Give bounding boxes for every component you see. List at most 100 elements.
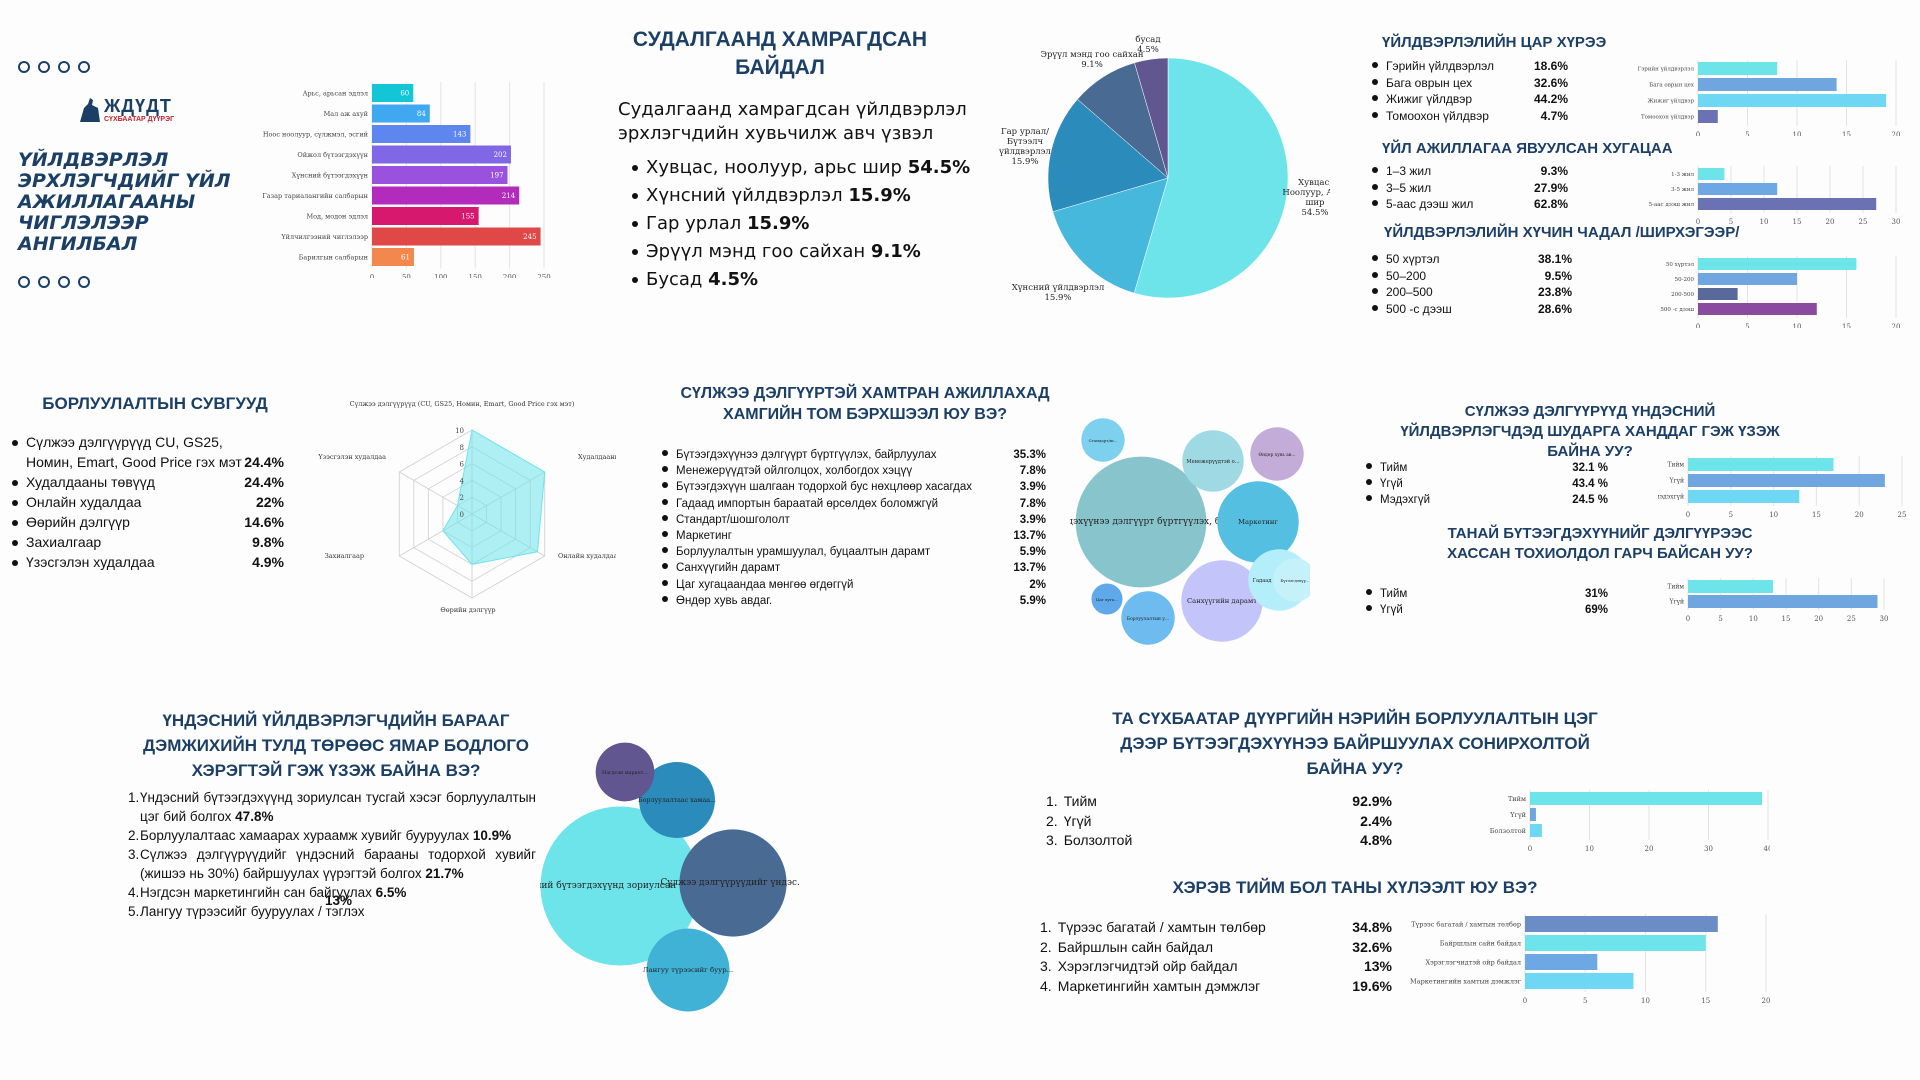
bar	[1698, 183, 1778, 195]
category-label: 5-аас дээш жил	[1649, 202, 1695, 208]
bar-value-label: 61	[401, 254, 410, 262]
decor-dots-bottom	[18, 273, 98, 292]
policy-item-label: Үндэсний бүтээгдэхүүнд зориулсан тусгай …	[140, 790, 536, 824]
bubble	[595, 742, 655, 802]
x-tick-label: 25	[1847, 615, 1856, 622]
capacity-item-value: 28.6%	[1537, 301, 1572, 316]
radar-tick-label: 2	[460, 494, 464, 502]
category-label: Жижиг үйлдвэр	[1647, 98, 1694, 104]
scale-item: Жижиг үйлдвэр 44.2%	[1372, 91, 1568, 108]
reasons-item-value: 13%	[1363, 958, 1392, 974]
reasons-item-label: Маркетингийн хамтын дэмжлэг	[1057, 977, 1261, 994]
coverage-item-value: 9.1%	[870, 241, 921, 262]
x-tick-label: 20	[1826, 218, 1835, 226]
channels-item: Худалдааны төвүүд 24.4%	[12, 472, 284, 492]
category-label: Тийм	[1508, 795, 1526, 803]
bar	[1688, 474, 1885, 487]
bubble	[646, 928, 730, 1012]
reasons-title: ХЭРЭВ ТИЙМ БОЛ ТАНЫ ХҮЛЭЭЛТ ЮУ ВЭ?	[1172, 878, 1538, 897]
bar	[372, 166, 508, 184]
bar	[372, 186, 520, 205]
problems-item-label: Менежерүүдтэй ойлголцох, холбогдох хэцүү	[676, 465, 913, 478]
reasons-item-number: 1.	[1040, 919, 1052, 935]
pie-slice-pct: 4.5%	[1137, 45, 1159, 55]
bullet-icon	[662, 595, 668, 602]
interest-item-label: Тийм	[1063, 793, 1097, 809]
duration-bar-chart: 0 5 10 15 20 25 30 1-3 жил 3-5 жил 5-аас дээш жил	[1649, 166, 1900, 226]
x-tick-label: 25	[1859, 218, 1868, 226]
category-label: Ойжол бүтээгдэхүүн	[297, 151, 368, 159]
channels-item-value: 24.4%	[244, 454, 284, 470]
reasons-item: 1. Түрээс багатай / хамтын төлбөр 34.8%	[1040, 918, 1392, 938]
x-tick-label: 5	[1729, 218, 1733, 226]
x-tick-label: 150	[469, 274, 482, 279]
bar	[1698, 288, 1738, 300]
policy-item: 1. Үндэсний бүтээгдэхүүнд зориулсан тусга…	[128, 788, 536, 826]
duration-list: 1–3 жил 9.3% 3–5 жил 27.9% 5-аас дээш жил 62.…	[1372, 163, 1568, 213]
scale-item-label: Бага оврын цех	[1386, 75, 1473, 90]
problems-item-label: Цаг хугацаандаа мөнгөө өгдөггүй	[676, 578, 854, 591]
problems-item-value: 5.9%	[1019, 594, 1046, 607]
policy-item-number: 5.	[128, 904, 140, 919]
interest-item-value: 92.9%	[1352, 793, 1392, 809]
policy-item-number: 3.	[128, 847, 140, 862]
policy-item-number: 2.	[128, 828, 140, 843]
coverage-item: Эрүүл мэнд гоо сайхан 9.1%	[632, 238, 992, 266]
decor-dots-top	[18, 58, 98, 77]
x-tick-label: 200	[503, 274, 516, 279]
category-label: Үгүй	[1669, 599, 1685, 606]
coverage-title: СУДАЛГААНД ХАМРАГДСАН БАЙДАЛ	[632, 28, 928, 79]
logo-name: ЖДҮДТ	[104, 96, 172, 116]
x-tick-label: 0	[1523, 997, 1527, 1005]
bar	[1698, 168, 1725, 180]
scale-item-value: 44.2%	[1533, 92, 1568, 106]
policy-item-label: Нэгдсэн маркетингийн сан байгуулах	[140, 885, 376, 900]
duration-item-label: 5-аас дээш жил	[1386, 197, 1474, 211]
bar-value-label: 197	[490, 172, 503, 180]
problems-item: Бүтээгдэхүүн шалгаан тодорхой бус нөхцлө…	[662, 479, 1046, 495]
radar-tick-label: 8	[460, 444, 464, 452]
bullet-icon	[662, 579, 668, 586]
bar	[372, 145, 511, 164]
bar	[1525, 935, 1706, 951]
bar-value-label: 84	[417, 110, 426, 118]
channels-item-label: Худалдааны төвүүд	[26, 474, 155, 490]
radar-axis-label: Өөрийн дэлгүүр	[440, 606, 495, 614]
x-tick-label: 0	[370, 274, 374, 279]
category-label: 500 -с дээш	[1660, 307, 1694, 313]
x-tick-label: 15	[1842, 131, 1851, 136]
bullet-icon	[1366, 605, 1372, 611]
channels-title: БОРЛУУЛАЛТЫН СУВГУУД	[42, 394, 268, 413]
policy-item-value: 6.5%	[375, 885, 407, 900]
radar-axis-label: Онлайн худалдаа	[558, 552, 616, 560]
category-label: Байршлын сайн байдал	[1440, 939, 1521, 947]
reasons-item: 2. Байршлын сайн байдал 32.6%	[1040, 938, 1392, 958]
category-label: Үйлчилгээний чиглэлээр	[280, 233, 368, 241]
radar-axis-label: Үзэсгэлэн худалдаа	[317, 453, 386, 461]
radar-tick-label: 6	[460, 461, 465, 469]
interest-item-number: 1.	[1046, 793, 1058, 809]
pie-slice	[1134, 57, 1169, 179]
problems-item-label: Стандарт/шошгололт	[676, 513, 790, 526]
bullet-icon	[1372, 255, 1378, 261]
category-label: Тийм	[1667, 584, 1684, 591]
policy-item: 4. Нэгдсэн маркетингийн сан байгуулах 6.5…	[128, 883, 536, 902]
fair-item: Мэдэхгүй 24.5 %	[1366, 492, 1608, 508]
x-tick-label: 10	[1749, 615, 1758, 622]
coverage-item-value: 15.9%	[848, 185, 911, 206]
bullet-icon	[1366, 463, 1372, 469]
x-tick-label: 0	[1686, 511, 1690, 518]
problems-bubble-chart: Бүтээгдэхүүнээ дэлгүүрт бүртгүүлэх, байр…	[1070, 418, 1310, 645]
problems-item: Борлуулалтын урамшуулал, буцаалтын дарам…	[662, 544, 1046, 560]
bar-value-label: 60	[400, 90, 409, 98]
bubble-label: Санхүүгийн дарамт	[1187, 597, 1257, 605]
bullet-icon	[12, 500, 18, 506]
bullet-icon	[1372, 111, 1378, 118]
x-tick-label: 20	[1892, 131, 1901, 136]
removed-list: Тийм 31% Үгүй 69%	[1366, 586, 1608, 618]
pie-slice-pct: 15.9%	[1044, 293, 1071, 303]
bar	[1698, 198, 1877, 210]
bullet-icon	[632, 193, 638, 199]
radar-tick-label: 0	[460, 511, 464, 519]
coverage-list: Хувцас, ноолуур, арьс шир 54.5% Хүнсний ү…	[632, 154, 992, 294]
